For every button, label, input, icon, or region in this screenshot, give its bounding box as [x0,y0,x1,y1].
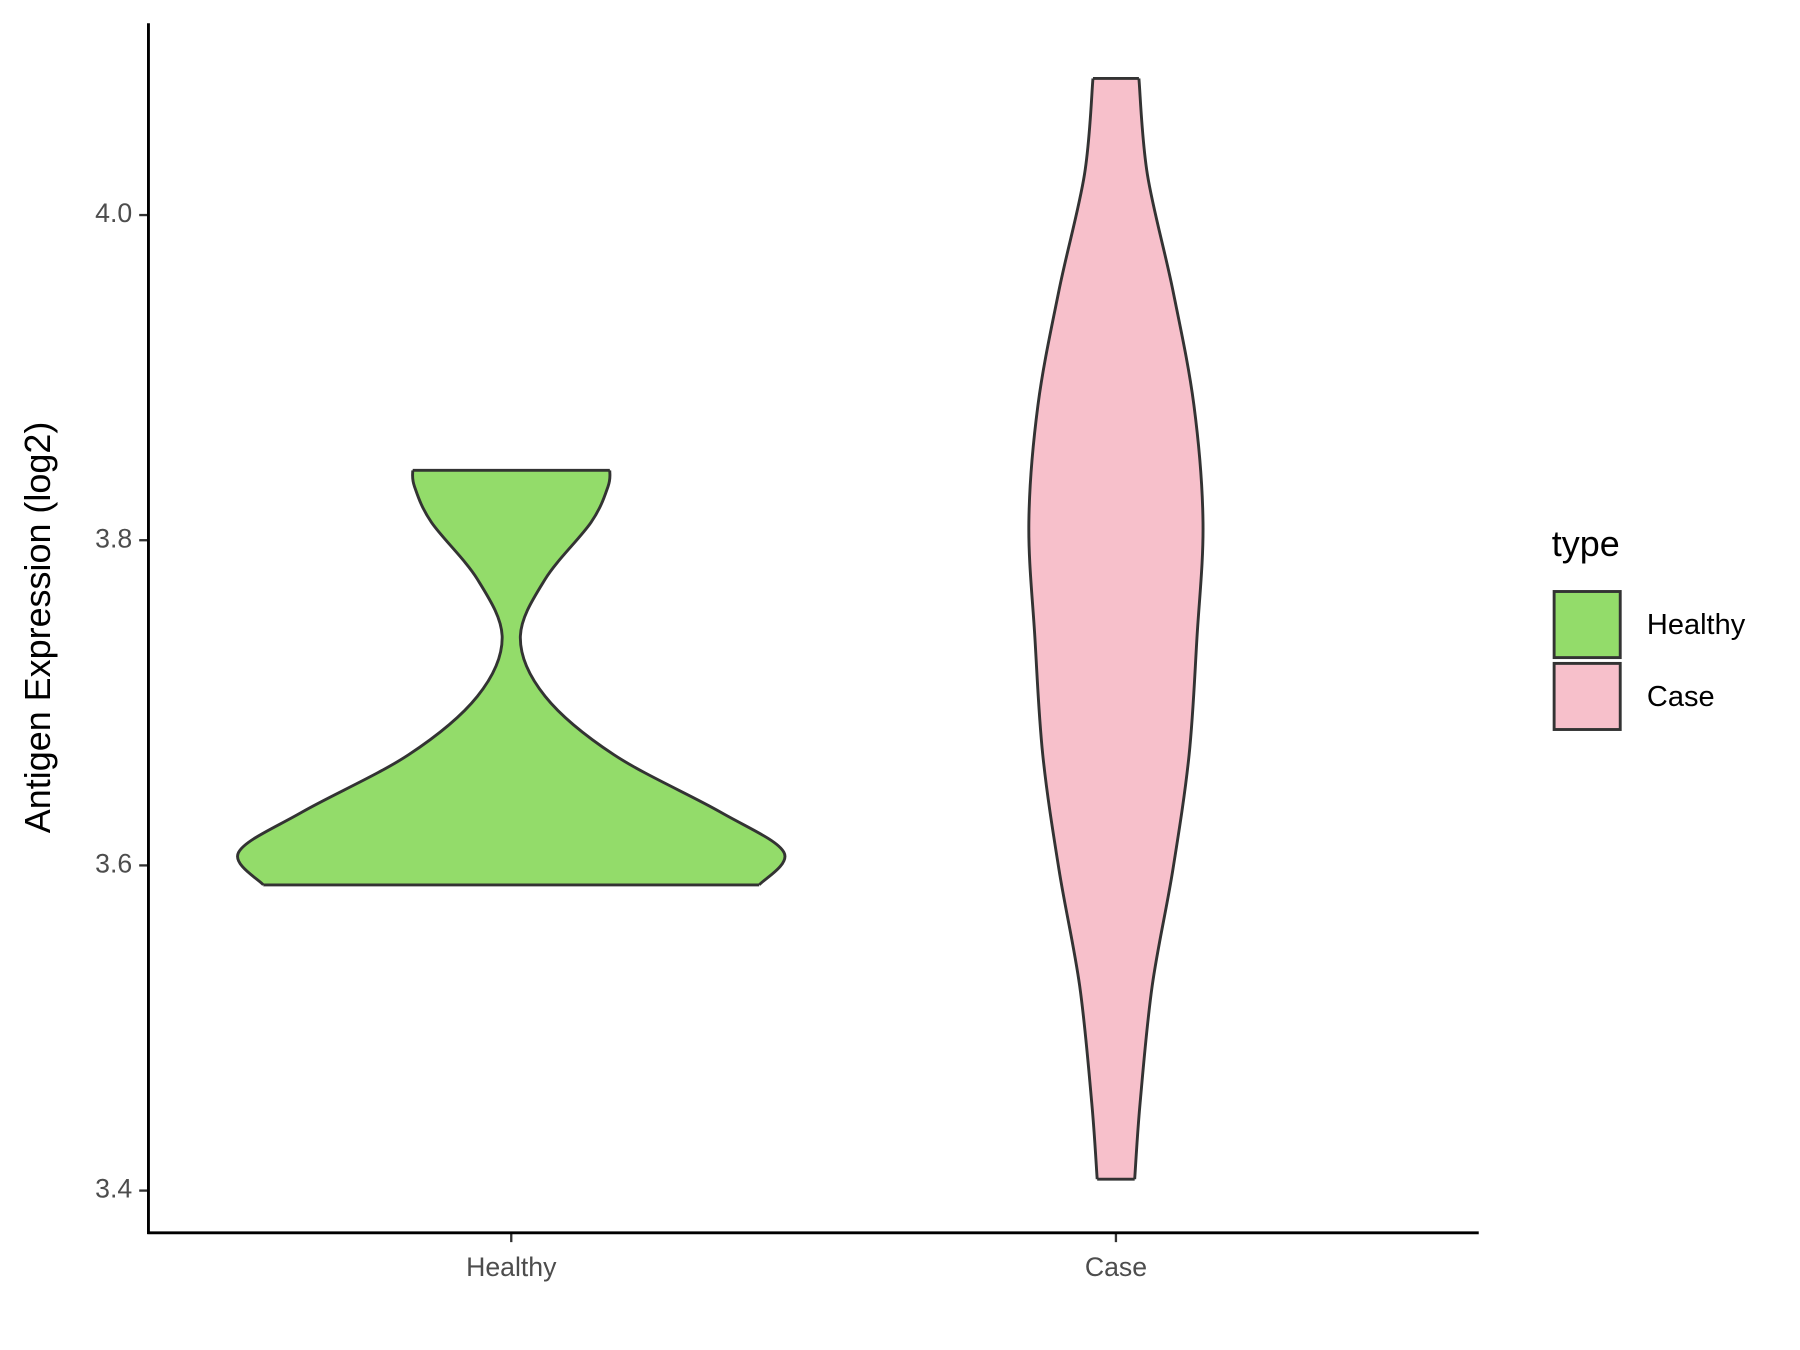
y-tick-label: 4.0 [95,198,132,228]
legend-label: Case [1647,681,1715,713]
violin-outline-left [236,470,504,886]
violin-outline-left [1027,78,1099,1180]
violin-body [1028,78,1204,1180]
violin-outline-right [518,470,787,886]
y-tick-label: 3.4 [95,1174,132,1204]
violin-outline-right [1133,78,1205,1180]
x-tick-label: Healthy [466,1252,557,1282]
y-axis-title: Antigen Expression (log2) [17,422,58,834]
legend-key [1552,590,1622,660]
legend-label: Healthy [1647,609,1746,641]
legend-key [1552,661,1622,731]
y-tick-label: 3.6 [95,848,132,878]
y-tick-label: 3.8 [95,523,132,553]
x-tick-label: Case [1085,1252,1147,1282]
violin-body [237,470,785,885]
legend-title: type [1552,523,1620,564]
